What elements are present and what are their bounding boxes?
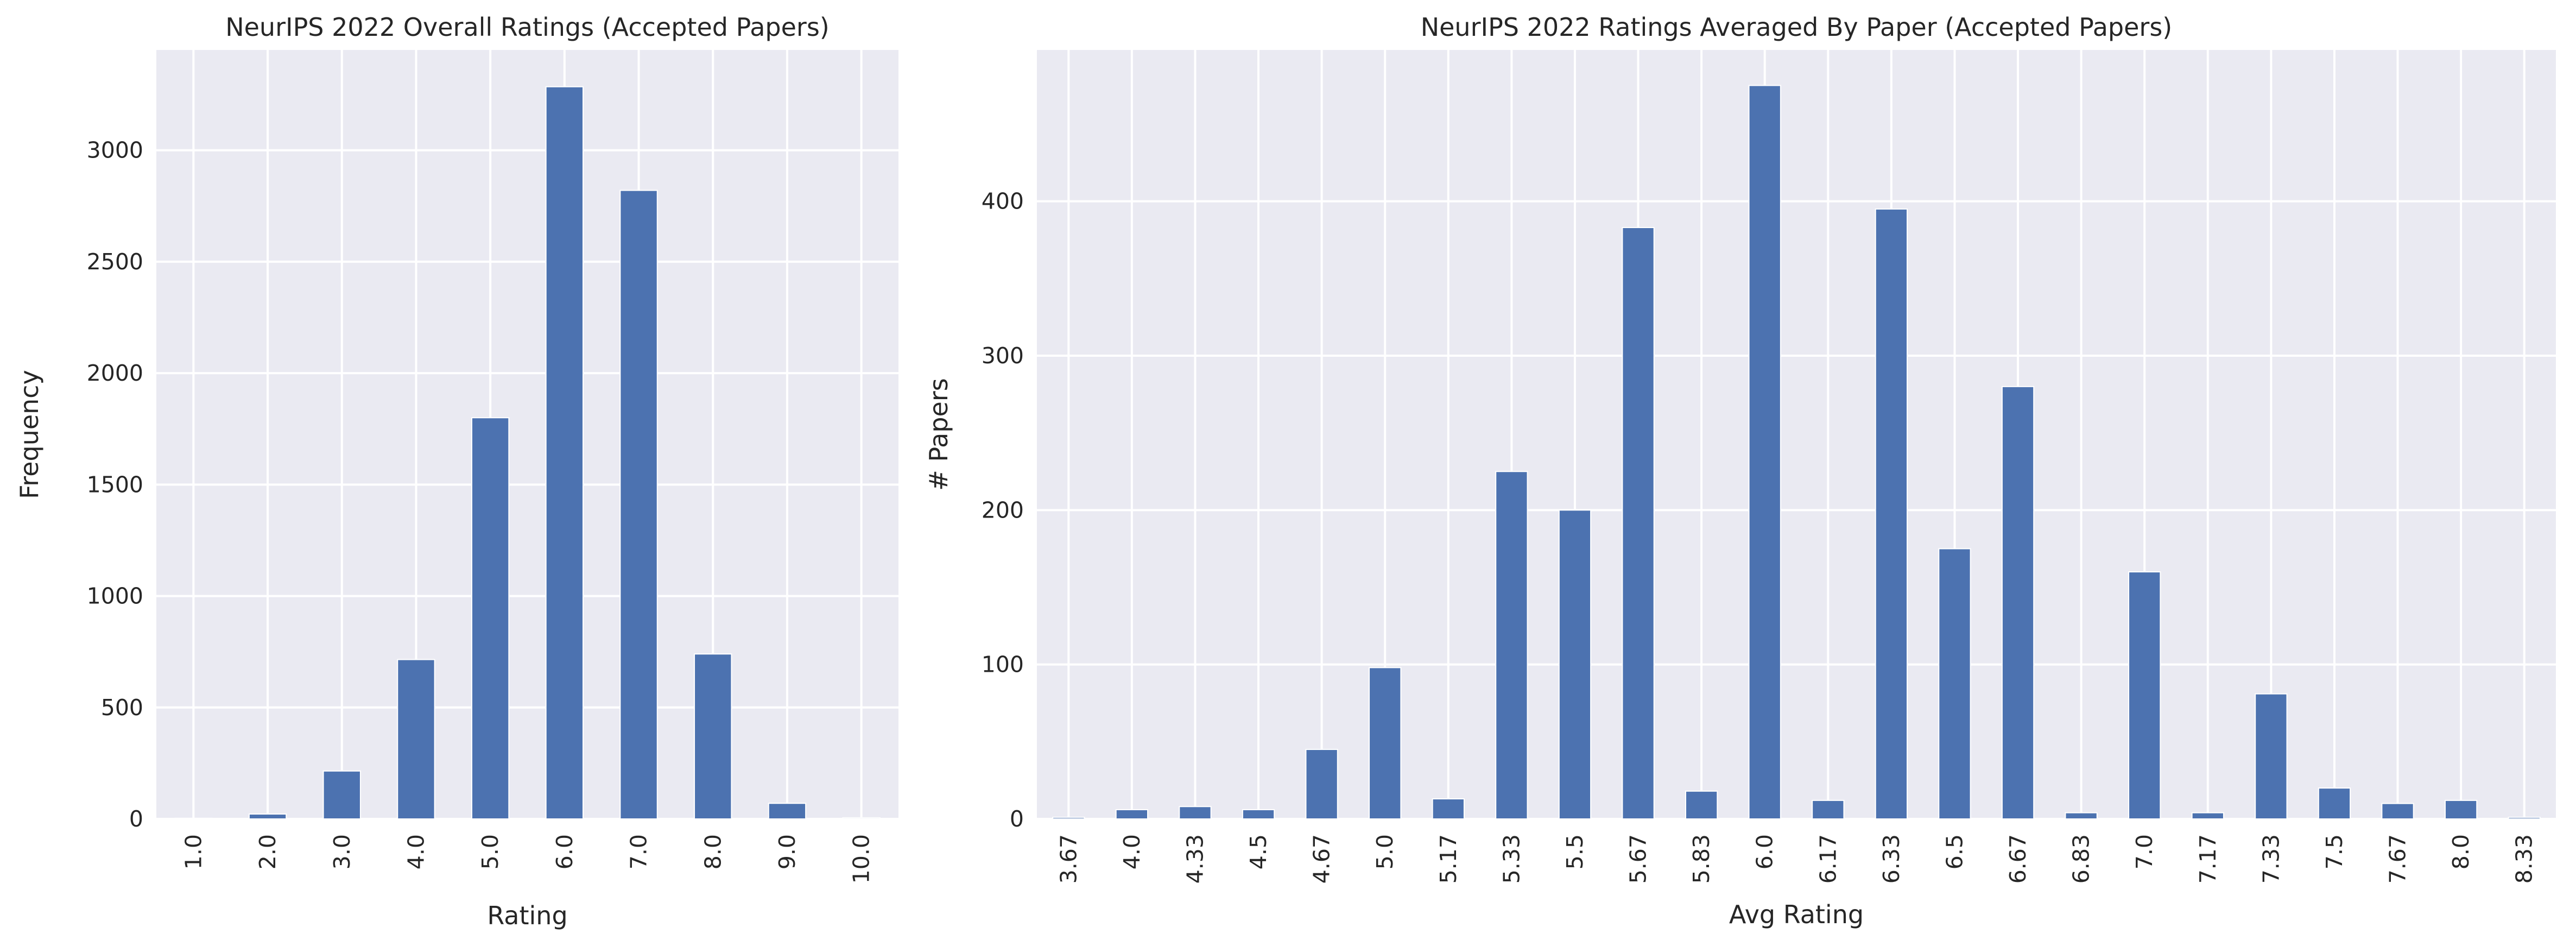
averaged-ratings-bar-4.33 [1179, 806, 1212, 820]
averaged-ratings-x-tick-label: 3.67 [1055, 834, 1081, 884]
overall-ratings-x-axis-label: Rating [487, 901, 567, 930]
averaged-ratings-x-tick-label: 4.67 [1309, 834, 1335, 884]
overall-ratings-x-tick-label: 2.0 [255, 834, 281, 869]
averaged-ratings-bar-7.17 [2191, 812, 2224, 819]
averaged-ratings-bar-4.67 [1305, 749, 1338, 820]
averaged-ratings-x-tick-label: 6.67 [2005, 834, 2031, 884]
overall-ratings-bar-2.0 [248, 813, 287, 820]
averaged-ratings-bar-8.33 [2508, 817, 2541, 819]
overall-ratings-x-tick-label: 6.0 [552, 834, 578, 869]
averaged-ratings-chart: 3.67 4.0 4.33 4.5 4.67 5.0 5.17 5.33 5.5 5.67 5.83… [924, 12, 2556, 929]
overall-ratings-bar-7.0 [619, 190, 658, 820]
averaged-ratings-y-tick-label: 300 [982, 343, 1024, 369]
overall-ratings-y-ticks: 0 500 1000 1500 2000 2500 3000 [87, 137, 143, 832]
averaged-ratings-bar-6.33 [1875, 208, 1908, 820]
averaged-ratings-bars [1052, 85, 2541, 820]
overall-ratings-x-tick-label: 10.0 [849, 834, 875, 884]
averaged-ratings-plot-area [1037, 50, 2556, 819]
averaged-ratings-x-tick-label: 4.5 [1245, 834, 1271, 869]
averaged-ratings-bar-4.5 [1242, 809, 1275, 820]
overall-ratings-title: NeurIPS 2022 Overall Ratings (Accepted P… [225, 12, 830, 42]
overall-ratings-y-tick-label: 1000 [87, 583, 143, 609]
overall-ratings-x-tick-label: 3.0 [329, 834, 355, 869]
averaged-ratings-bar-4.0 [1115, 809, 1149, 820]
overall-ratings-y-tick-label: 2500 [87, 249, 143, 275]
averaged-ratings-x-tick-label: 5.5 [1562, 834, 1588, 869]
overall-ratings-bar-8.0 [694, 653, 732, 820]
averaged-ratings-x-tick-label: 6.5 [1941, 834, 1967, 869]
averaged-ratings-x-tick-label: 7.67 [2385, 834, 2411, 884]
averaged-ratings-y-tick-label: 200 [982, 497, 1024, 523]
overall-ratings-plot-area [156, 50, 898, 819]
averaged-ratings-x-tick-label: 6.17 [1815, 834, 1841, 884]
averaged-ratings-y-tick-label: 100 [982, 652, 1024, 678]
overall-ratings-bar-6.0 [545, 86, 584, 820]
averaged-ratings-x-tick-label: 4.0 [1119, 834, 1145, 869]
averaged-ratings-x-axis-label: Avg Rating [1729, 900, 1864, 929]
averaged-ratings-x-tick-label: 5.83 [1688, 834, 1714, 884]
averaged-ratings-bar-5.5 [1558, 509, 1592, 819]
averaged-ratings-x-tick-label: 6.0 [1752, 834, 1778, 869]
averaged-ratings-x-tick-label: 6.83 [2068, 834, 2094, 884]
overall-ratings-bar-3.0 [322, 770, 361, 819]
overall-ratings-y-tick-label: 1500 [87, 471, 143, 497]
overall-ratings-y-tick-label: 0 [129, 806, 143, 832]
averaged-ratings-x-tick-label: 8.0 [2448, 834, 2474, 869]
overall-ratings-y-tick-label: 3000 [87, 137, 143, 163]
overall-ratings-y-axis-label: Frequency [15, 370, 44, 499]
averaged-ratings-bar-6.17 [1812, 799, 1845, 819]
averaged-ratings-bar-6.83 [2065, 812, 2098, 819]
overall-ratings-bar-1.0 [174, 817, 213, 819]
averaged-ratings-x-tick-label: 7.5 [2321, 834, 2347, 869]
overall-ratings-x-tick-label: 7.0 [626, 834, 652, 869]
averaged-ratings-bar-7.0 [2128, 571, 2161, 819]
overall-ratings-y-tick-label: 500 [101, 695, 143, 721]
averaged-ratings-bar-7.33 [2255, 693, 2288, 820]
averaged-ratings-x-tick-label: 5.67 [1625, 834, 1651, 884]
overall-ratings-chart: 1.0 2.0 3.0 4.0 5.0 6.0 7.0 8.0 9.0 10.0 0 500 1000… [15, 12, 898, 930]
averaged-ratings-x-tick-label: 7.33 [2258, 834, 2284, 884]
averaged-ratings-x-tick-label: 8.33 [2511, 834, 2537, 884]
averaged-ratings-bar-7.67 [2381, 803, 2414, 820]
overall-ratings-bar-10.0 [842, 817, 881, 820]
overall-ratings-y-tick-label: 2000 [87, 360, 143, 386]
overall-ratings-x-tick-label: 1.0 [180, 834, 206, 869]
overall-ratings-x-ticks: 1.0 2.0 3.0 4.0 5.0 6.0 7.0 8.0 9.0 10.0 [180, 834, 874, 884]
averaged-ratings-x-tick-label: 5.33 [1498, 834, 1524, 884]
averaged-ratings-x-tick-label: 6.33 [1878, 834, 1904, 884]
overall-ratings-x-tick-label: 4.0 [403, 834, 429, 869]
averaged-ratings-x-ticks: 3.67 4.0 4.33 4.5 4.67 5.0 5.17 5.33 5.5 5.67 5.83… [1055, 834, 2537, 884]
averaged-ratings-title: NeurIPS 2022 Ratings Averaged By Paper (… [1421, 12, 2173, 42]
averaged-ratings-y-axis-label: # Papers [924, 378, 953, 490]
averaged-ratings-bar-7.5 [2318, 787, 2351, 820]
averaged-ratings-x-tick-label: 7.17 [2195, 834, 2221, 884]
averaged-ratings-bar-6.5 [1938, 548, 1971, 820]
averaged-ratings-bar-5.33 [1495, 471, 1528, 819]
overall-ratings-bar-9.0 [768, 803, 807, 819]
averaged-ratings-x-tick-label: 5.17 [1435, 834, 1461, 884]
averaged-ratings-bar-5.17 [1432, 798, 1465, 819]
averaged-ratings-bar-5.83 [1685, 790, 1718, 820]
overall-ratings-x-tick-label: 9.0 [774, 834, 800, 869]
averaged-ratings-x-tick-label: 7.0 [2131, 834, 2157, 869]
averaged-ratings-bar-5.0 [1369, 667, 1402, 819]
averaged-ratings-bar-3.67 [1052, 817, 1085, 819]
averaged-ratings-y-ticks: 0 100 200 300 400 [982, 188, 1024, 832]
averaged-ratings-y-tick-label: 400 [982, 188, 1024, 215]
averaged-ratings-bar-5.67 [1622, 226, 1655, 820]
averaged-ratings-bar-8.0 [2444, 799, 2478, 819]
averaged-ratings-x-tick-label: 5.0 [1372, 834, 1398, 869]
overall-ratings-bars [174, 86, 881, 820]
averaged-ratings-y-tick-label: 0 [1010, 806, 1024, 832]
overall-ratings-x-tick-label: 8.0 [700, 834, 726, 869]
overall-ratings-bar-5.0 [471, 417, 510, 819]
overall-ratings-x-tick-label: 5.0 [477, 834, 503, 869]
averaged-ratings-bar-6.67 [2001, 386, 2035, 819]
averaged-ratings-bar-6.0 [1748, 85, 1781, 819]
averaged-ratings-x-tick-label: 4.33 [1182, 834, 1208, 884]
overall-ratings-bar-4.0 [397, 659, 435, 820]
